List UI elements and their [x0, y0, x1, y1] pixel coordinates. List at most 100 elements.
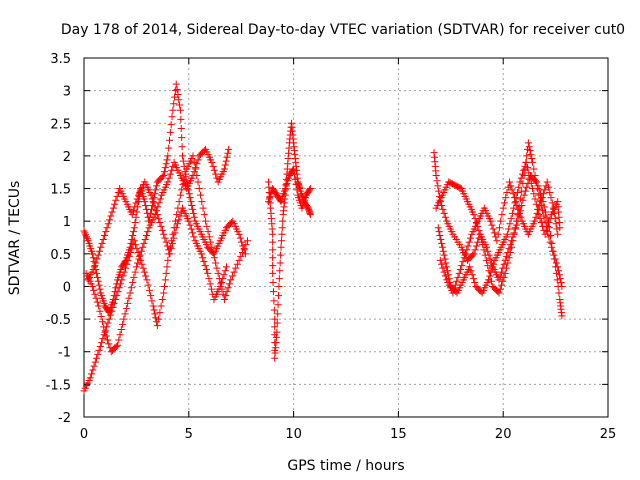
data-point	[197, 250, 205, 258]
data-point-fill	[469, 275, 477, 283]
data-point-fill	[242, 241, 250, 249]
data-point-fill	[273, 319, 281, 327]
data-point-fill	[207, 285, 215, 293]
data-point-fill	[127, 249, 135, 257]
data-point-fill	[555, 289, 563, 297]
data-point	[208, 243, 216, 251]
data-point-fill	[277, 251, 285, 259]
data-point-fill	[153, 182, 161, 190]
data-point-fill	[193, 160, 201, 168]
data-point	[499, 204, 507, 212]
data-point-fill	[141, 235, 149, 243]
data-point-fill	[92, 294, 100, 302]
x-tick-label: 15	[390, 427, 407, 442]
x-tick-label: 25	[600, 427, 617, 442]
data-point-fill	[278, 230, 286, 238]
data-point	[139, 243, 147, 251]
data-point-fill	[177, 115, 185, 123]
data-point	[273, 328, 281, 336]
data-point	[495, 289, 503, 297]
data-point-fill	[230, 268, 238, 276]
data-point-fill	[454, 273, 462, 281]
data-point-fill	[497, 217, 505, 225]
data-point-fill	[527, 151, 535, 159]
data-point-fill	[438, 239, 446, 247]
data-point	[160, 171, 168, 179]
data-point	[179, 152, 187, 160]
data-point-fill	[503, 264, 511, 272]
data-point	[271, 315, 279, 323]
data-point-fill	[210, 166, 218, 174]
data-point	[95, 302, 103, 310]
data-point-fill	[98, 318, 106, 326]
data-point-fill	[486, 272, 494, 280]
data-point-fill	[555, 267, 563, 275]
data-point-fill	[200, 258, 208, 266]
data-point-fill	[168, 166, 176, 174]
data-point	[114, 341, 122, 349]
data-point-fill	[101, 232, 109, 240]
data-point-fill	[291, 175, 299, 183]
data-point-fill	[479, 241, 487, 249]
data-point-fill	[523, 183, 531, 191]
data-point-fill	[213, 264, 221, 272]
data-point-fill	[271, 323, 279, 331]
data-point-fill	[480, 246, 488, 254]
data-point-fill	[456, 265, 464, 273]
data-point-fill	[116, 280, 124, 288]
y-axis-label: SDTVAR / TECUs	[7, 181, 23, 296]
data-point	[223, 263, 231, 271]
data-point-fill	[151, 190, 159, 198]
data-point-fill	[96, 247, 104, 255]
data-point-fill	[109, 303, 117, 311]
data-point-fill	[189, 209, 197, 217]
data-point-fill	[471, 246, 479, 254]
data-point-fill	[279, 217, 287, 225]
data-point-fill	[437, 235, 445, 243]
data-point-fill	[528, 155, 536, 163]
data-point-fill	[531, 195, 539, 203]
data-point-fill	[113, 292, 121, 300]
data-point-fill	[145, 286, 153, 294]
y-tick-label: -1	[58, 346, 71, 361]
data-point-fill	[100, 323, 108, 331]
data-point-fill	[106, 216, 114, 224]
data-point	[97, 243, 105, 251]
data-point-fill	[475, 226, 483, 234]
data-point	[524, 139, 532, 147]
data-point-fill	[190, 168, 198, 176]
data-point-fill	[274, 310, 282, 318]
data-point-fill	[120, 268, 128, 276]
data-point	[93, 354, 101, 362]
data-point-fill	[526, 147, 534, 155]
data-point-fill	[205, 233, 213, 241]
data-point-fill	[511, 194, 519, 202]
data-point-fill	[240, 245, 248, 253]
data-point-fill	[135, 255, 143, 263]
data-point-fill	[441, 272, 449, 280]
data-point	[277, 243, 285, 251]
data-point-fill	[190, 213, 198, 221]
data-point-fill	[222, 157, 230, 165]
data-point	[101, 328, 109, 336]
data-point-fill	[434, 182, 442, 190]
data-point-fill	[175, 216, 183, 224]
data-point-fill	[539, 190, 547, 198]
data-point-fill	[119, 272, 127, 280]
data-point-fill	[162, 160, 170, 168]
data-point-fill	[530, 165, 538, 173]
data-point	[516, 178, 524, 186]
data-point-fill	[151, 310, 159, 318]
data-point-fill	[175, 198, 183, 206]
data-point-fill	[123, 260, 131, 268]
data-point-fill	[189, 229, 197, 237]
data-point	[529, 158, 537, 166]
data-point-fill	[467, 234, 475, 242]
data-point-fill	[269, 262, 277, 270]
data-point-fill	[129, 279, 137, 287]
data-point	[149, 302, 157, 310]
data-point-fill	[477, 235, 485, 243]
data-point-fill	[513, 202, 521, 210]
data-point-fill	[435, 187, 443, 195]
data-point-fill	[517, 174, 525, 182]
